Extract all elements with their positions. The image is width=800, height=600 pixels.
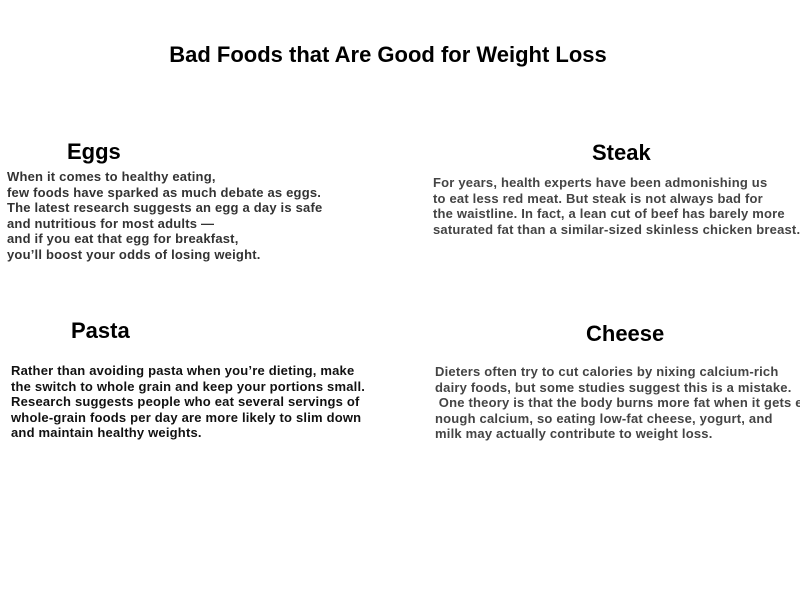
- section-body: Dieters often try to cut calories by nix…: [435, 364, 800, 442]
- text-line: and maintain healthy weights.: [11, 425, 202, 440]
- text-line: saturated fat than a similar-sized skinl…: [433, 221, 800, 237]
- text-line: and nutritious for most adults —: [7, 215, 215, 231]
- section-heading: Steak: [592, 140, 651, 165]
- page-title: Bad Foods that Are Good for Weight Loss: [169, 42, 607, 67]
- section-body: When it comes to healthy eating, few food…: [7, 169, 322, 262]
- text-line: Dieters often try to cut calories by nix…: [435, 364, 779, 379]
- text-line: The latest research suggests an egg a da…: [7, 200, 323, 215]
- text-line: dairy foods, but some studies suggest th…: [435, 379, 792, 395]
- text-line: you’ll boost your odds of losing weight.: [7, 246, 261, 262]
- text-line: Rather than avoiding pasta when you’re d…: [11, 363, 355, 378]
- text-line: the waistline. In fact, a lean cut of be…: [433, 206, 785, 221]
- section-heading: Cheese: [586, 321, 665, 346]
- text-line: few foods have sparked as much debate as…: [7, 184, 322, 200]
- text-line: to eat less red meat. But steak is not a…: [433, 190, 763, 206]
- text-line: When it comes to healthy eating,: [7, 169, 216, 184]
- text-line: whole-grain foods per day are more likel…: [11, 409, 362, 425]
- section-body: For years, health experts have been admo…: [433, 175, 800, 237]
- section-heading: Eggs: [67, 139, 121, 164]
- text-line: the switch to whole grain and keep your …: [11, 378, 366, 394]
- section-body: Rather than avoiding pasta when you’re d…: [11, 363, 365, 441]
- text-line: Research suggests people who eat several…: [11, 394, 360, 409]
- text-line: One theory is that the body burns more f…: [435, 395, 800, 410]
- text-line: and if you eat that egg for breakfast,: [7, 231, 239, 246]
- text-line: For years, health experts have been admo…: [433, 175, 768, 190]
- text-line: milk may actually contribute to weight l…: [435, 426, 713, 441]
- section-heading: Pasta: [71, 318, 130, 343]
- text-line: nough calcium, so eating low-fat cheese,…: [435, 410, 773, 426]
